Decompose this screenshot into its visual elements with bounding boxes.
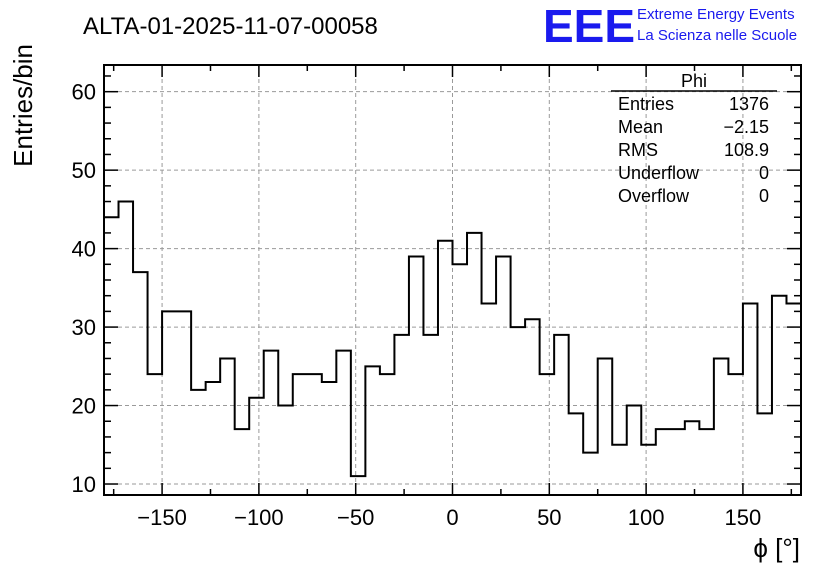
histogram-bin <box>656 429 671 495</box>
histogram-bin <box>583 453 598 495</box>
histogram-bin <box>569 413 584 495</box>
stats-row-label: RMS <box>618 140 658 160</box>
x-tick-label: −100 <box>234 505 284 530</box>
histogram-bin <box>772 296 787 495</box>
stats-row-label: Underflow <box>618 163 700 183</box>
histogram-bin <box>409 256 424 495</box>
histogram-bin <box>177 311 192 495</box>
chart-title: ALTA-01-2025-11-07-00058 <box>83 13 378 40</box>
histogram-bin <box>278 406 293 495</box>
stats-row-label: Overflow <box>618 186 690 206</box>
histogram-bin <box>699 429 714 495</box>
stats-row-label: Mean <box>618 117 663 137</box>
x-tick-label: 50 <box>537 505 561 530</box>
histogram-bin <box>293 374 308 495</box>
histogram-bin <box>119 202 134 495</box>
histogram-bin <box>496 256 511 495</box>
histogram-bin <box>235 429 250 495</box>
histogram-bin <box>423 335 438 495</box>
histogram-bin <box>757 413 772 495</box>
stats-row-label: Entries <box>618 94 674 114</box>
histogram-bin <box>467 233 482 495</box>
histogram-step-line <box>104 200 802 478</box>
histogram-bin <box>482 304 497 495</box>
histogram-bin <box>511 327 526 495</box>
histogram-bin <box>714 358 729 495</box>
y-tick-label: 50 <box>72 158 96 183</box>
y-tick-labels: 10 20 30 40 50 60 <box>72 80 96 497</box>
histogram-bin <box>641 445 656 495</box>
x-axis-label: ϕ [°] <box>753 533 800 563</box>
histogram-bin <box>554 335 569 495</box>
histogram-bin <box>220 358 235 495</box>
histogram-bin <box>264 351 279 495</box>
histogram-bin <box>540 374 555 495</box>
y-axis-label: Entries/bin <box>8 44 38 167</box>
x-tick-label: 100 <box>628 505 665 530</box>
stats-box: Phi Entries 1376 Mean −2.15 RMS 108.9 Underflo… <box>611 71 777 206</box>
histogram-bin <box>670 429 685 495</box>
histogram-bin <box>438 241 453 495</box>
histogram-bin <box>786 304 801 495</box>
stats-title: Phi <box>681 71 707 91</box>
histogram-bin <box>612 445 627 495</box>
histogram-bin <box>336 351 351 495</box>
histogram-bin <box>453 264 468 495</box>
histogram-bin <box>525 319 540 495</box>
histogram-bin <box>322 382 337 495</box>
y-tick-label: 60 <box>72 80 96 105</box>
y-tick-label: 10 <box>72 472 96 497</box>
histogram-bin <box>249 398 264 495</box>
x-tick-label: 150 <box>725 505 762 530</box>
histogram-bin <box>351 476 366 495</box>
y-tick-label: 20 <box>72 394 96 419</box>
eee-logo: EEE Extreme Energy Events La Scienza nel… <box>543 0 797 52</box>
x-tick-label: −50 <box>337 505 374 530</box>
stats-row-value: 108.9 <box>724 140 769 160</box>
eee-logo-line1: Extreme Energy Events <box>637 6 795 23</box>
histogram-bin <box>206 382 221 495</box>
histogram-bin <box>380 374 395 495</box>
stats-row-value: 0 <box>759 163 769 183</box>
x-tick-labels: −150 −100 −50 0 50 100 150 <box>137 505 761 530</box>
stats-row-value: −2.15 <box>723 117 769 137</box>
histogram-bars <box>104 200 802 495</box>
y-tick-label: 30 <box>72 315 96 340</box>
histogram-bin <box>307 374 322 495</box>
histogram-bin <box>148 374 163 495</box>
stats-row-value: 0 <box>759 186 769 206</box>
stats-row-value: 1376 <box>729 94 769 114</box>
histogram-bin <box>728 374 743 495</box>
histogram-bin <box>365 366 380 495</box>
histogram-bin <box>743 304 758 495</box>
x-tick-label: −150 <box>137 505 187 530</box>
eee-logo-text: EEE <box>543 0 635 52</box>
grid-lines <box>104 65 801 495</box>
eee-logo-line2: La Scienza nelle Scuole <box>637 27 797 44</box>
plot-frame <box>103 64 802 496</box>
histogram-bin <box>598 358 613 495</box>
histogram-bin <box>394 335 409 495</box>
y-tick-label: 40 <box>72 237 96 262</box>
histogram-bin <box>627 406 642 495</box>
histogram-bin <box>162 311 177 495</box>
stats-rows: Entries 1376 Mean −2.15 RMS 108.9 Underflow 0 Ov… <box>618 94 769 206</box>
histogram-bin <box>133 272 148 495</box>
x-tick-label: 0 <box>446 505 458 530</box>
